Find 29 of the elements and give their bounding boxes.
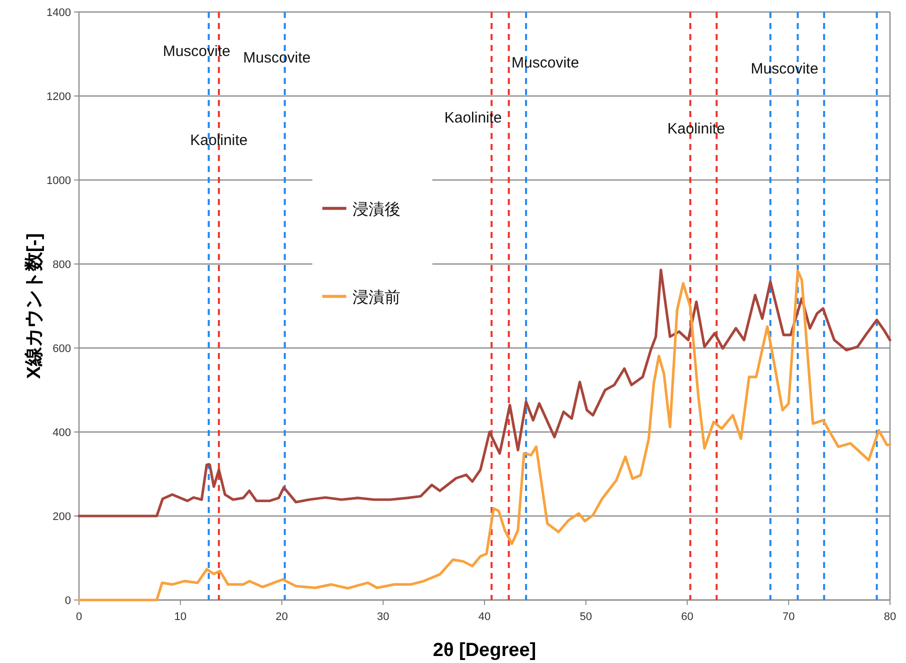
x-tick-label: 70 xyxy=(782,611,795,623)
y-tick-label: 400 xyxy=(52,427,71,439)
x-axis-title: 2θ [Degree] xyxy=(432,640,536,661)
x-tick-label: 50 xyxy=(580,611,592,623)
legend-label: 浸漬後 xyxy=(352,200,400,218)
annotation: Muscovite xyxy=(243,49,311,66)
annotation: Muscovite xyxy=(512,54,580,72)
x-tick-label: 80 xyxy=(884,611,896,623)
annotation: Kaolinite xyxy=(667,120,725,138)
x-tick-label: 10 xyxy=(174,611,186,623)
y-tick-label: 1200 xyxy=(46,91,71,103)
y-tick-label: 800 xyxy=(52,259,71,271)
y-axis-title: X線カウント数[-] xyxy=(24,233,45,379)
annotation: Kaolinite xyxy=(190,132,248,150)
annotation: Kaolinite xyxy=(444,109,502,126)
x-tick-label: 20 xyxy=(276,611,288,623)
y-tick-label: 200 xyxy=(52,511,71,523)
y-tick-label: 0 xyxy=(64,595,71,607)
x-tick-label: 0 xyxy=(76,611,82,623)
legend-label: 浸漬前 xyxy=(352,288,400,306)
y-tick-label: 1400 xyxy=(46,7,71,19)
x-tick-label: 60 xyxy=(681,611,694,623)
line-series xyxy=(78,268,892,518)
annotation: Muscovite xyxy=(162,42,230,60)
annotation: Muscovite xyxy=(750,60,818,78)
x-tick-label: 40 xyxy=(478,611,491,623)
x-tick-label: 30 xyxy=(377,611,390,623)
y-tick-label: 1000 xyxy=(46,175,71,187)
y-tick-label: 600 xyxy=(52,343,71,355)
